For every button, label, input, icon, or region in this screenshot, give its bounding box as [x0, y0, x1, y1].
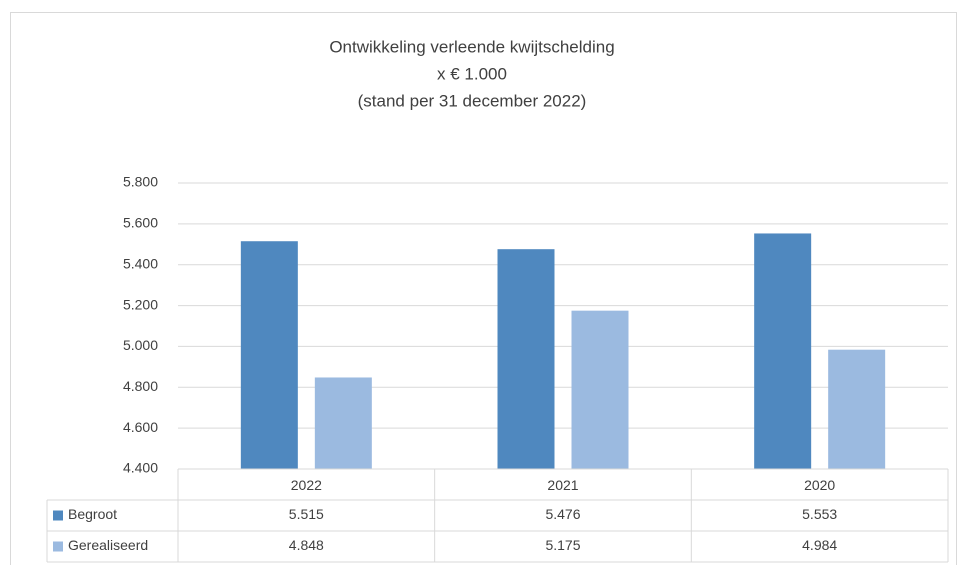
y-tick-label: 5.200 — [123, 296, 158, 312]
table-value: 5.553 — [802, 506, 837, 522]
y-tick-label: 5.000 — [123, 337, 158, 353]
y-tick-label: 4.400 — [123, 460, 158, 476]
legend-swatch — [53, 510, 63, 521]
x-tick-label: 2022 — [291, 477, 322, 493]
chart-title: (stand per 31 december 2022) — [358, 91, 587, 110]
y-tick-label: 4.600 — [123, 419, 158, 435]
x-tick-label: 2021 — [547, 477, 578, 493]
bar — [828, 349, 886, 469]
table-value: 5.515 — [289, 506, 324, 522]
legend-swatch — [53, 541, 63, 552]
bar — [754, 233, 812, 469]
x-tick-label: 2020 — [804, 477, 835, 493]
y-tick-label: 5.600 — [123, 215, 158, 231]
bar — [240, 241, 298, 469]
chart-title: x € 1.000 — [437, 64, 507, 83]
bar — [571, 310, 629, 469]
table-value: 5.175 — [545, 537, 580, 553]
y-tick-label: 5.400 — [123, 255, 158, 271]
bar — [314, 377, 372, 469]
table-value: 5.476 — [545, 506, 580, 522]
y-tick-label: 5.800 — [123, 174, 158, 190]
table-value: 4.848 — [289, 537, 324, 553]
bar — [497, 249, 555, 469]
chart-title: Ontwikkeling verleende kwijtschelding — [329, 37, 614, 56]
table-value: 4.984 — [802, 537, 837, 553]
legend-label: Begroot — [68, 506, 117, 522]
y-tick-label: 4.800 — [123, 378, 158, 394]
legend-label: Gerealiseerd — [68, 537, 148, 553]
